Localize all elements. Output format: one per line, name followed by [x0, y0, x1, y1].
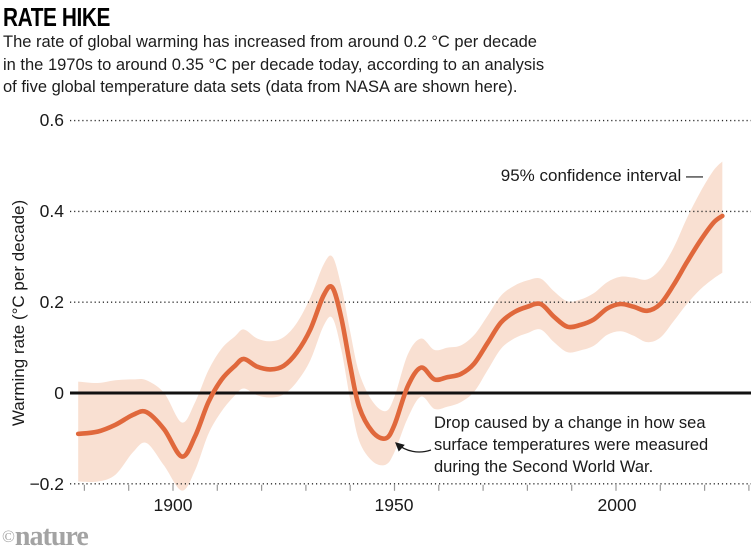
x-axis-tick-label: 1900	[153, 495, 193, 515]
drop-annotation: Drop caused by a change in how sea surfa…	[434, 412, 708, 478]
y-axis-tick-label: 0	[54, 383, 64, 403]
confidence-band	[78, 161, 723, 491]
warming-rate-line	[75, 213, 725, 459]
x-axis-tick-label: 1950	[374, 495, 414, 515]
drop-annotation-line: surface temperatures were measured	[434, 436, 709, 454]
nature-logo-text: nature	[14, 521, 89, 552]
chart-title-text: RATE HIKE	[3, 2, 110, 32]
subtitle-line: of five global temperature data sets (da…	[3, 78, 518, 96]
subtitle-line: in the 1970s to around 0.35 °C per decad…	[3, 55, 545, 74]
y-axis-tick-label: 0.4	[39, 201, 64, 221]
drop-annotation-line: Drop caused by a change in how sea	[434, 414, 706, 432]
subtitle-line: The rate of global warming has increased…	[3, 33, 537, 51]
y-axis-tick-label: 0.6	[39, 110, 64, 130]
drop-annotation-line: during the Second World War.	[434, 458, 654, 476]
chart-subtitle: The rate of global warming has increased…	[3, 31, 544, 99]
y-axis-tick-label: −0.2	[29, 474, 64, 494]
nature-logo: ©nature	[2, 521, 89, 553]
drop-annotation-arrow	[395, 442, 432, 453]
copyright-icon: ©	[2, 527, 15, 546]
y-axis-title: Warming rate (°C per decade)	[9, 199, 28, 427]
x-axis-tick-label: 2000	[597, 495, 637, 515]
chart-title: RATE HIKE	[3, 2, 137, 33]
confidence-interval-label: 95% confidence interval —	[500, 166, 703, 185]
y-axis-tick-label: 0.2	[39, 292, 64, 312]
